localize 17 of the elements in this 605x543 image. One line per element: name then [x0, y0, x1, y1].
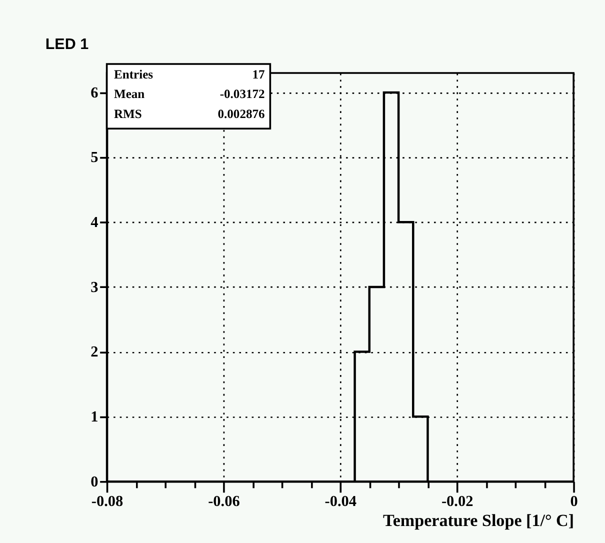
x-tick-label: -0.04 — [324, 493, 357, 510]
x-tick-label: -0.06 — [208, 493, 240, 510]
x-axis-title: Temperature Slope [1/° C] — [383, 510, 574, 530]
x-tick-label: 0 — [570, 493, 578, 510]
text: Entries 17 — [114, 67, 265, 82]
x-tick-label: -0.02 — [441, 493, 474, 510]
x-tick-label: -0.08 — [91, 493, 124, 510]
chart-title: LED 1 — [45, 36, 90, 53]
y-tick-label: 4 — [90, 214, 99, 232]
text: RMS 0.002876 — [114, 106, 265, 121]
text: Mean -0.03172 — [114, 87, 265, 102]
y-tick-label: 1 — [90, 408, 98, 426]
y-tick-label: 5 — [90, 149, 99, 166]
y-tick-label: 3 — [90, 278, 99, 296]
y-tick-label: 6 — [90, 84, 99, 102]
y-tick-label: 2 — [90, 344, 98, 361]
y-tick-label: 0 — [90, 473, 99, 490]
